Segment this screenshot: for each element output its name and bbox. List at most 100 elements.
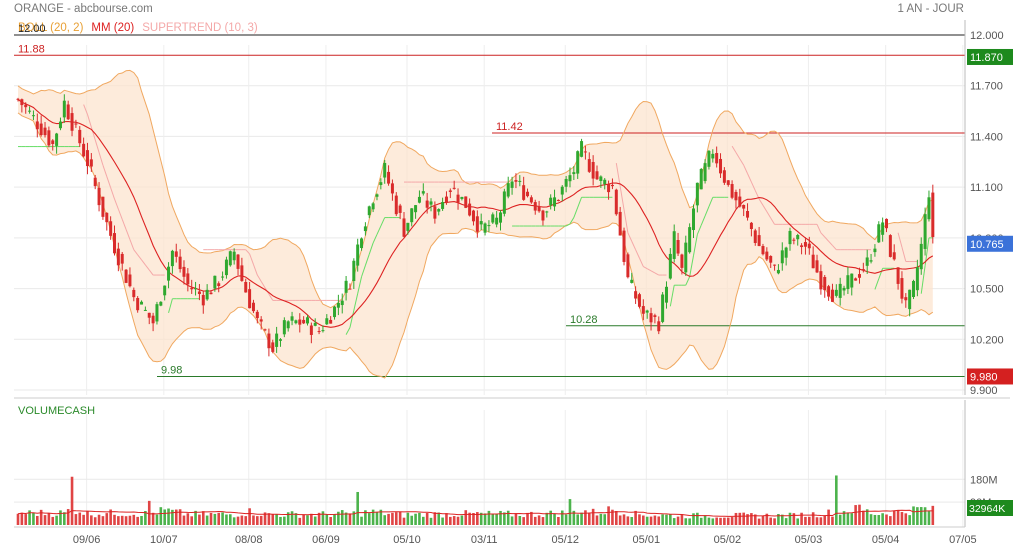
legend-supertrend[interactable]: SUPERTREND (10, 3)	[142, 22, 258, 34]
candle-body	[325, 318, 329, 325]
candle-body	[70, 113, 74, 131]
candle-body	[861, 269, 865, 271]
supertrend-segment	[98, 152, 104, 166]
supertrend-segment	[623, 209, 629, 233]
candle-body	[499, 212, 502, 223]
volume-bar	[178, 509, 182, 525]
candle-body	[155, 304, 159, 322]
supertrend-segment	[573, 207, 579, 218]
candle-body	[881, 222, 885, 235]
candle-body	[800, 245, 804, 248]
supertrend-segment	[735, 152, 741, 160]
chart-period[interactable]: 1 AN - JOUR	[897, 3, 964, 15]
volume-bar	[576, 514, 579, 525]
date-tick-label: 10/07	[150, 534, 178, 546]
candle-body	[286, 321, 290, 329]
volume-bar	[306, 515, 309, 525]
candle-body	[471, 210, 475, 222]
volume-bar	[657, 516, 661, 525]
volume-bar	[360, 516, 363, 525]
candle-body	[333, 306, 337, 318]
candle-body	[271, 342, 275, 352]
volume-bar	[858, 504, 861, 525]
volume-bar	[271, 514, 275, 525]
candle-body	[765, 251, 769, 260]
date-tick-label: 05/04	[872, 534, 900, 546]
date-tick-label: 07/05	[949, 534, 977, 546]
candle-body	[398, 205, 402, 213]
volume-bar	[325, 514, 329, 525]
volume-bar	[788, 512, 792, 525]
volume-bar	[595, 515, 599, 525]
volume-bar	[769, 517, 772, 525]
candle-body	[846, 275, 850, 290]
supertrend-segment	[731, 145, 737, 153]
volume-bar	[205, 515, 209, 525]
volume-bar	[232, 517, 236, 525]
candle-body	[209, 292, 213, 295]
volume-bar	[653, 515, 657, 525]
volume-bar	[634, 510, 637, 525]
volume-bar	[302, 514, 305, 525]
candle-body	[421, 191, 425, 194]
candle-body	[819, 271, 823, 290]
volume-bar	[514, 513, 518, 525]
candle-body	[55, 133, 59, 146]
volume-bar	[869, 514, 873, 525]
candle-body	[221, 276, 225, 278]
volume-bar	[580, 512, 583, 525]
volume-bar	[530, 511, 533, 525]
candle-body	[390, 183, 394, 194]
volume-bar	[626, 516, 630, 525]
volume-bar	[487, 510, 491, 525]
supertrend-segment	[920, 265, 926, 294]
supertrend-segment	[141, 259, 146, 266]
candle-body	[479, 221, 483, 225]
supertrend-segment	[669, 285, 675, 307]
candle-body	[406, 222, 410, 231]
supertrend-segment	[643, 266, 648, 270]
candle-body	[89, 159, 93, 167]
volume-bar	[267, 513, 271, 525]
candle-body	[857, 274, 861, 278]
volume-bar	[599, 513, 603, 525]
legend-bollinger[interactable]: BOLL (20, 2)	[18, 22, 84, 34]
candle-body	[711, 153, 715, 159]
candle-body	[622, 230, 626, 262]
candle-body	[236, 254, 240, 269]
volume-bar	[433, 512, 437, 525]
candle-body	[43, 127, 47, 136]
price-tag-value: 9.980	[970, 371, 998, 383]
volume-bar	[823, 515, 827, 525]
volume-bar	[236, 516, 240, 525]
candle-body	[761, 246, 765, 255]
legend-moving-average[interactable]: MM (20)	[91, 22, 135, 34]
price-tick-label: 11.400	[970, 131, 1003, 143]
volume-bar	[113, 514, 116, 525]
supertrend-segment	[372, 234, 378, 244]
candle-body	[553, 197, 557, 207]
volume-bar	[24, 514, 28, 525]
volume-bar	[124, 516, 128, 525]
candle-body	[263, 329, 267, 331]
volume-bar	[248, 508, 251, 525]
volume-bar	[74, 514, 78, 525]
volume-bar	[186, 513, 190, 525]
candle-body	[174, 251, 178, 257]
volume-bar	[784, 518, 788, 525]
candle-body	[742, 204, 746, 209]
volume-bar	[340, 510, 344, 525]
candle-body	[757, 235, 761, 247]
price-tick-label: 9.900	[970, 385, 998, 397]
supertrend-segment	[364, 254, 370, 266]
candle-body	[514, 180, 518, 182]
volume-bar	[198, 514, 201, 525]
volume-bar	[476, 512, 479, 525]
candle-body	[159, 301, 163, 306]
candle-body	[224, 259, 228, 276]
volume-bar	[59, 510, 62, 525]
volume-bar	[831, 516, 834, 525]
volume-bar	[622, 514, 626, 525]
volume-bar	[800, 512, 803, 525]
